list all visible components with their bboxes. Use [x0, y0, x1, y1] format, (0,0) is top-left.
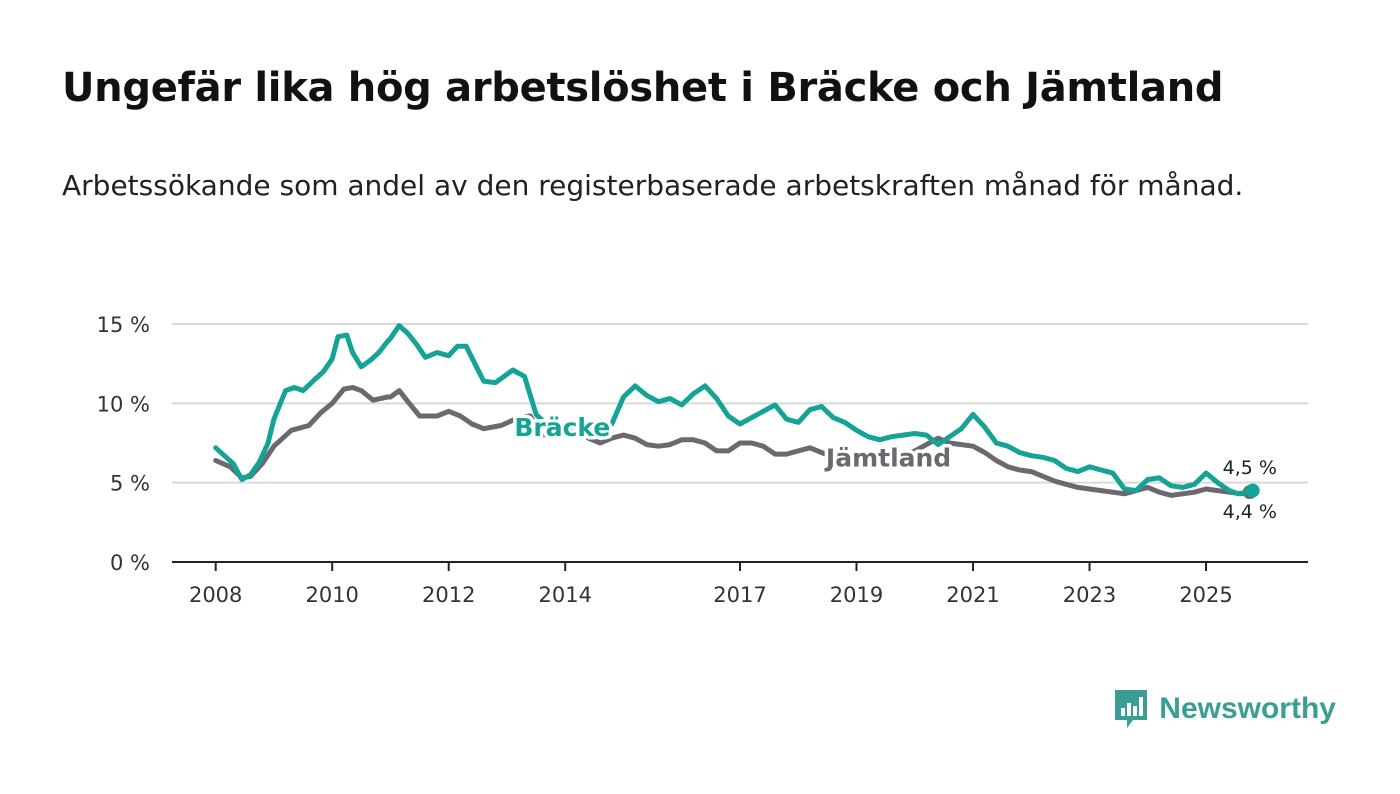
x-tick-label: 2023: [1063, 583, 1116, 607]
series-label: Bräcke: [514, 413, 610, 442]
y-axis-labels: 0 % 5 % 10 % 15 %: [97, 313, 150, 575]
series-lines: [213, 323, 1260, 500]
series-label: Jämtland: [824, 444, 951, 473]
chart-subtitle: Arbetssökande som andel av den registerb…: [62, 169, 1244, 202]
chart-title: Ungefär lika hög arbetslöshet i Bräcke o…: [62, 65, 1224, 111]
end-value-label: 4,5 %: [1223, 457, 1277, 479]
newsworthy-logo[interactable]: Newsworthy: [1113, 688, 1336, 730]
end-dot: [1245, 483, 1260, 498]
x-tick-label: 2021: [946, 583, 999, 607]
gridlines: [172, 323, 1308, 484]
y-tick-label: 15 %: [97, 313, 150, 337]
x-tick-label: 2019: [830, 583, 883, 607]
x-tick-label: 2010: [305, 583, 358, 607]
newsworthy-logo-icon: [1115, 690, 1148, 728]
y-tick-label: 10 %: [97, 392, 150, 416]
logo-text: Newsworthy: [1159, 692, 1336, 725]
series-line-brcke: [213, 323, 1256, 497]
y-tick-label: 0 %: [110, 551, 150, 575]
x-axis: 2008 2010 2012 2014 2017 2019 2021 2023 2025: [172, 561, 1308, 607]
x-tick-label: 2008: [189, 583, 242, 607]
end-value-label: 4,4 %: [1223, 501, 1277, 523]
y-tick-label: 5 %: [110, 472, 150, 496]
series-line-jmtland: [213, 385, 1253, 498]
x-tick-label: 2017: [713, 583, 766, 607]
x-tick-label: 2025: [1179, 583, 1232, 607]
x-tick-label: 2012: [422, 583, 475, 607]
series-labels: Jämtland Bräcke 4,5 % 4,4 %: [511, 410, 1280, 526]
x-tick-label: 2014: [539, 583, 592, 607]
